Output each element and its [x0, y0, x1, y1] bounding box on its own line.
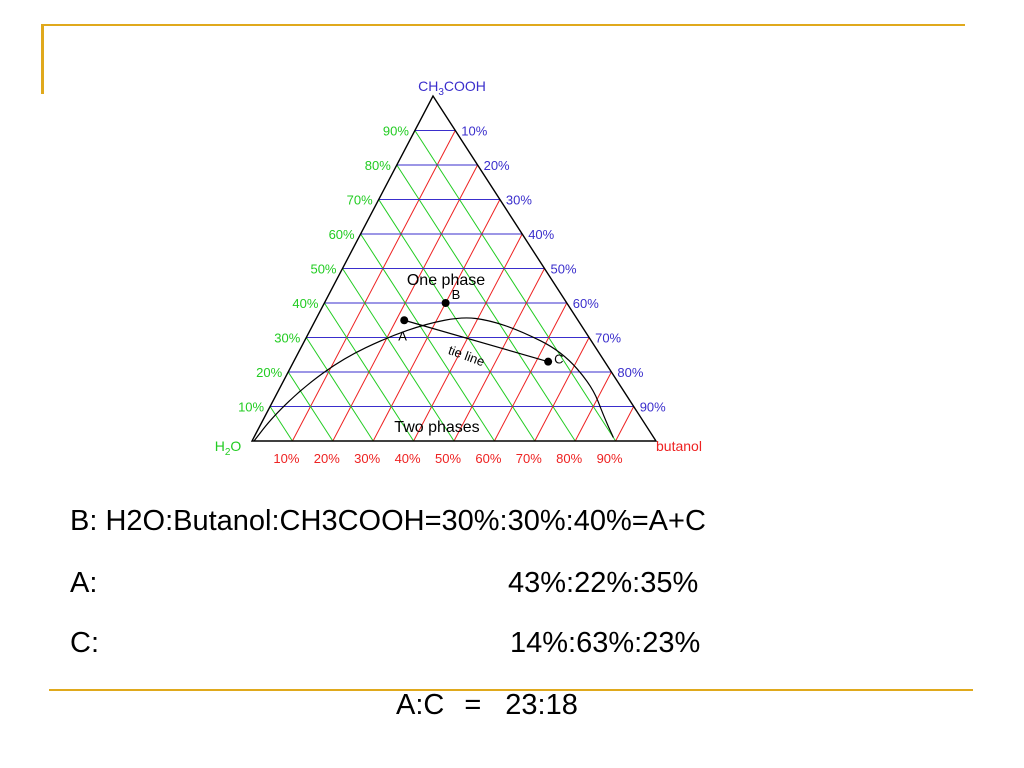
- tick-labels: 10% 90% 10% 20% 80% 20% 30% 70% 30% 40% 60% 40% 50% 5…: [238, 124, 666, 467]
- ternary-phase-diagram: A B C 10% 90% 10% 20% 80% 20% 30% 70% 30% 40% 60% 40%…: [215, 78, 702, 467]
- corner-label-butanol: butanol: [656, 438, 702, 454]
- bottom-tick-label: 40%: [395, 451, 421, 466]
- grid-line-water: [323, 302, 415, 442]
- right-tick-label: 10%: [461, 124, 487, 139]
- point-label-a: A: [398, 328, 407, 343]
- point-c-label: C:: [70, 627, 99, 659]
- grid-line-butanol: [372, 199, 501, 442]
- triangle-outline: [250, 94, 658, 442]
- ternary-grid: [269, 130, 635, 442]
- grid-line-water: [305, 337, 374, 442]
- formula-part: O: [230, 438, 241, 454]
- bottom-tick-label: 80%: [556, 451, 582, 466]
- right-tick-label: 80%: [617, 365, 643, 380]
- ratio-equation: A:C = 23:18: [396, 689, 578, 722]
- formula-part: 2: [225, 447, 231, 458]
- point-a-composition: 43%:22%:35%: [508, 567, 699, 599]
- grid-line-butanol: [574, 371, 612, 442]
- region-label-two-phases: Two phases: [394, 419, 479, 436]
- right-tick-label: 90%: [640, 400, 666, 415]
- point-b: [441, 299, 450, 307]
- composition-points: A B C: [398, 287, 563, 367]
- point-c-composition: 14%:63%:23%: [510, 627, 701, 659]
- point-label-c: C: [554, 352, 563, 367]
- left-tick-label: 30%: [274, 331, 300, 346]
- binodal-curve: [253, 317, 614, 442]
- right-tick-label: 30%: [506, 193, 532, 208]
- formula-part: H: [215, 438, 225, 454]
- composition-b-equation: B: H2O:Butanol:CH3COOH=30%:30%:40%=A+C: [70, 505, 706, 537]
- grid-line-butanol: [534, 337, 590, 442]
- left-tick-label: 20%: [256, 365, 282, 380]
- grid-line-butanol: [615, 406, 635, 442]
- left-tick-label: 10%: [238, 400, 264, 415]
- left-tick-label: 50%: [310, 262, 336, 277]
- bottom-tick-label: 30%: [354, 451, 380, 466]
- right-tick-label: 20%: [484, 158, 510, 173]
- grid-line-water: [342, 268, 455, 442]
- bottom-tick-label: 20%: [314, 451, 340, 466]
- point-a-label: A:: [70, 567, 98, 599]
- tie-line-label: tie line: [446, 342, 486, 369]
- point-a: [400, 316, 409, 325]
- slide-frame-left-line: [41, 24, 44, 94]
- point-label-b: B: [452, 287, 461, 302]
- ratio-equals-sign: =: [464, 689, 482, 721]
- ratio-left: A:C: [396, 689, 445, 721]
- corner-label-water: H2O: [215, 438, 242, 458]
- grid-line-water: [378, 199, 536, 442]
- bottom-tick-label: 10%: [273, 451, 299, 466]
- grid-line-water: [414, 130, 617, 442]
- bottom-tick-label: 50%: [435, 451, 461, 466]
- ratio-right: 23:18: [505, 689, 578, 721]
- left-tick-label: 60%: [329, 227, 355, 242]
- right-tick-label: 40%: [528, 227, 554, 242]
- formula-part: CH: [418, 78, 438, 94]
- grid-line-butanol: [291, 130, 456, 442]
- left-tick-label: 90%: [383, 124, 409, 139]
- grid-line-water: [269, 406, 293, 442]
- grid-line-water: [287, 371, 334, 442]
- left-tick-label: 80%: [365, 158, 391, 173]
- bottom-tick-label: 90%: [597, 451, 623, 466]
- apex-label-acetic-acid: CH3COOH: [418, 78, 486, 98]
- slide-frame-bottom-line: [49, 689, 973, 691]
- point-c: [544, 357, 553, 366]
- left-tick-label: 40%: [292, 296, 318, 311]
- formula-part: COOH: [444, 78, 486, 94]
- right-tick-label: 50%: [551, 262, 577, 277]
- bottom-tick-label: 70%: [516, 451, 542, 466]
- right-tick-label: 60%: [573, 296, 599, 311]
- region-label-one-phase: One phase: [407, 272, 485, 289]
- slide-frame-top-line: [43, 24, 965, 26]
- tie-line: [404, 319, 549, 363]
- left-tick-label: 70%: [347, 193, 373, 208]
- bottom-tick-label: 60%: [475, 451, 501, 466]
- grid-line-butanol: [493, 302, 568, 442]
- formula-part: 3: [438, 87, 444, 98]
- grid-line-butanol: [453, 268, 545, 442]
- right-tick-label: 70%: [595, 331, 621, 346]
